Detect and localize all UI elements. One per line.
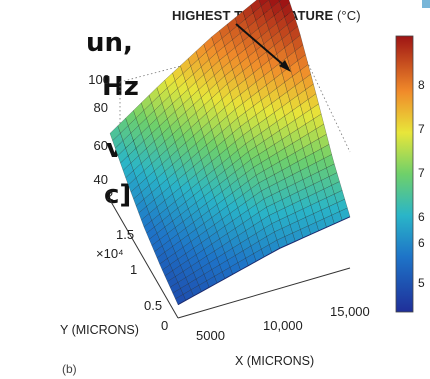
colorbar-tick-6: 5	[418, 276, 425, 290]
x-tick-5000: 5000	[196, 328, 225, 343]
colorbar	[395, 35, 414, 313]
z-tick-60: 60	[93, 138, 108, 153]
cropped-text-line-4: c]	[104, 180, 132, 210]
y-tick-1.5: 1.5	[116, 227, 135, 242]
cropped-text-line-1: un,	[86, 28, 133, 58]
axes-base	[109, 199, 351, 319]
colorbar-tick-4: 6	[418, 210, 425, 224]
panel-label-partial: (b)	[62, 362, 77, 376]
x-tick-10000: 10,000	[263, 318, 303, 333]
peak-arrow	[235, 23, 291, 72]
surface-front-edge	[177, 216, 351, 306]
z-tick-100: 100	[88, 72, 110, 87]
temperature-surface	[109, 0, 351, 305]
y-tick-2: 2	[106, 188, 114, 203]
z-tick-40: 40	[93, 172, 108, 187]
x-tick-15000: 15,000	[330, 304, 370, 319]
colorbar-tick-3: 7	[418, 166, 425, 180]
colorbar-tick-5: 6	[418, 236, 425, 250]
y-axis-label: Y (MICRONS)	[60, 323, 139, 337]
y-multiplier: ×10⁴	[96, 246, 124, 261]
y-tick-0.5: 0.5	[144, 298, 163, 313]
corner-accent	[422, 0, 430, 8]
y-tick-1: 1	[130, 262, 138, 277]
cropped-text-line-2: Hz	[102, 72, 139, 102]
surface-mesh	[177, 216, 351, 306]
colorbar-tick-2: 7	[418, 122, 425, 136]
colorbar-tick-1: 8	[418, 78, 425, 92]
annotation-unit: (°C)	[337, 8, 361, 23]
z-tick-80: 80	[93, 100, 108, 115]
y-tick-0: 0	[161, 318, 169, 333]
x-axis-label: X (MICRONS)	[235, 354, 315, 368]
